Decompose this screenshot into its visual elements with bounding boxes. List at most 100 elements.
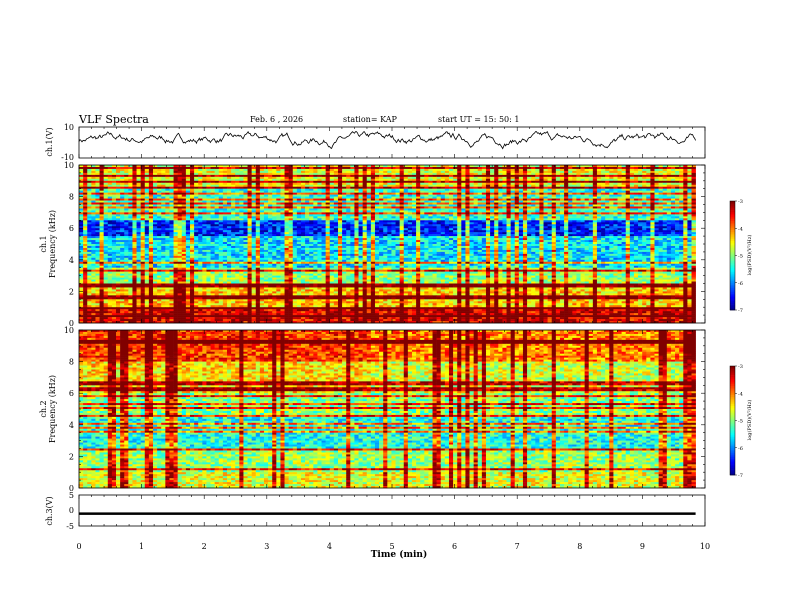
spectrogram-cell: [342, 182, 347, 186]
spectrogram-cell: [210, 165, 215, 168]
spectrogram-cell: [194, 214, 199, 217]
spectrogram-cell: [370, 214, 376, 217]
spectrogram-cell: [99, 166, 104, 170]
spectrogram-cell: [198, 186, 203, 189]
spectrogram-cell: [280, 170, 285, 174]
spectrogram-cell: [633, 170, 639, 174]
spectrogram-cell: [358, 222, 363, 225]
spectrogram-cell: [625, 214, 631, 217]
spectrogram-cell: [609, 184, 614, 188]
spectrogram-cell: [592, 188, 598, 191]
spectrogram-cell: [144, 194, 150, 197]
spectrogram-cell: [189, 220, 195, 223]
spectrogram-cell: [259, 174, 265, 178]
spectrogram-cell: [646, 166, 651, 170]
spectrogram-cell: [218, 210, 224, 213]
spectrogram-cell: [670, 216, 676, 219]
spectrogram-cell: [202, 170, 207, 174]
spectrogram-cell: [185, 174, 191, 178]
spectrogram-cell: [687, 165, 692, 168]
spectrogram-cell: [601, 222, 606, 225]
spectrogram-cell: [559, 200, 565, 203]
spectrogram-cell: [428, 184, 433, 188]
spectrogram-cell: [609, 172, 614, 176]
spectrogram-cell: [342, 194, 347, 197]
spectrogram-cell: [448, 176, 454, 180]
spectrogram-cell: [502, 192, 507, 195]
spectrogram-cell: [461, 208, 466, 211]
spectrogram-cell: [272, 172, 277, 176]
spectrogram-cell: [461, 198, 466, 201]
spectrogram-cell: [572, 198, 577, 201]
spectrogram-cell: [518, 218, 524, 221]
spectrogram-cell: [387, 166, 392, 170]
spectrogram-cell: [387, 222, 392, 225]
ch1-ytick-bottom: -10: [61, 153, 74, 162]
spectrogram-cell: [235, 196, 240, 199]
spectrogram-cell: [436, 190, 442, 193]
spectrogram-cell: [239, 168, 244, 172]
spectrogram-cell: [235, 184, 240, 188]
spectrogram-cell: [395, 174, 400, 178]
spectrogram-cell: [103, 178, 109, 182]
spectrogram-cell: [568, 196, 573, 199]
spectrogram-cell: [337, 176, 343, 180]
spectrogram-cell: [124, 226, 129, 229]
spectrogram-cell: [568, 222, 573, 225]
spectrogram-cell: [613, 180, 618, 184]
spectrogram-cell: [592, 194, 598, 197]
spectrogram-cell: [374, 202, 380, 205]
spectrogram-cell: [527, 198, 532, 201]
spectrogram-cell: [403, 180, 409, 184]
spectrogram-cell: [514, 174, 520, 178]
spectrogram-cell: [658, 216, 664, 219]
spectrogram-cell: [292, 168, 298, 172]
spectrogram-cell: [280, 196, 285, 199]
spectrogram-cell: [206, 178, 211, 182]
spectrogram-cell: [226, 220, 232, 223]
spectrogram-cell: [235, 218, 240, 221]
spectrogram-cell: [350, 186, 355, 189]
spectrogram-cell: [448, 192, 454, 195]
spectrogram-cell: [358, 178, 363, 182]
spectrogram-cell: [403, 176, 409, 180]
spectrogram-cell: [572, 165, 577, 168]
spectrogram-cell: [325, 204, 331, 207]
spectrogram-cell: [564, 184, 569, 188]
spectrogram-cell: [444, 224, 450, 227]
spectrogram-cell: [687, 210, 692, 213]
spectrogram-cell: [181, 180, 187, 184]
spectrogram-cell: [276, 198, 281, 201]
spectrogram-cell: [321, 165, 326, 168]
spectrogram-cell: [251, 166, 257, 170]
spectrogram-cell: [218, 200, 224, 203]
spectrogram-cell: [448, 216, 454, 219]
spectrogram-cell: [625, 182, 631, 186]
spectrogram-cell: [444, 200, 450, 203]
spectrogram-cell: [210, 204, 215, 207]
spectrogram-cell: [572, 200, 577, 203]
spectrogram-cell: [547, 216, 553, 219]
spectrogram-cell: [374, 190, 380, 193]
spectrogram-cell: [333, 202, 339, 205]
spectrogram-cell: [403, 222, 409, 225]
spectrogram-cell: [370, 166, 376, 170]
spectrogram-cell: [292, 226, 298, 229]
spectrogram-cell: [650, 170, 655, 174]
spectrogram-cell: [189, 168, 195, 172]
spectrogram-cell: [268, 186, 273, 189]
spectrogram-cell: [379, 168, 384, 172]
spectrogram-cell: [498, 224, 503, 227]
spectrogram-cell: [547, 210, 553, 213]
spectrogram-cell: [395, 204, 400, 207]
spectrogram-cell: [494, 196, 499, 199]
spectrogram-cell: [638, 165, 643, 168]
spectrogram-cell: [502, 208, 507, 211]
spectrogram-cell: [337, 210, 343, 213]
spectrogram-cell: [691, 184, 696, 188]
spectrogram-cell: [379, 212, 384, 215]
spectrogram-cell: [140, 200, 146, 203]
spectrogram-cell: [510, 182, 516, 186]
spectrogram-cell: [428, 166, 433, 170]
spectrogram-cell: [165, 228, 170, 231]
